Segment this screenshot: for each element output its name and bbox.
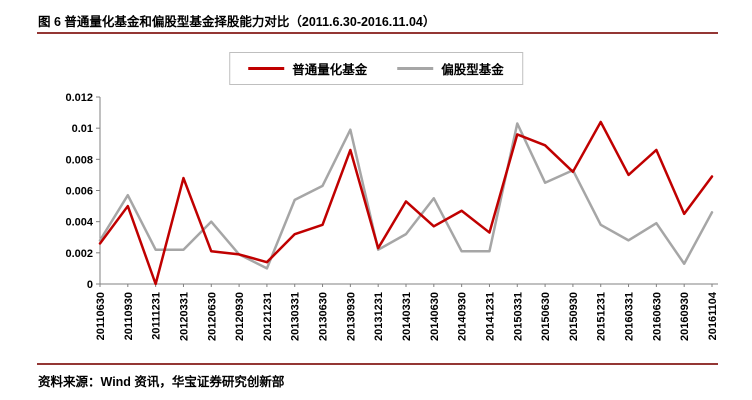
legend-label-quant-fund: 普通量化基金 [292, 63, 368, 77]
x-tick-label: 20120331 [178, 292, 190, 341]
x-tick-label: 20150331 [512, 292, 524, 341]
legend-item-quant-fund: 普通量化基金 [248, 59, 367, 78]
x-tick-label: 20160630 [651, 292, 663, 341]
y-tick-label: 0.004 [65, 217, 93, 229]
legend-line-gray-icon [397, 67, 434, 70]
x-tick-label: 20121231 [262, 292, 274, 341]
bottom-divider [37, 363, 718, 365]
y-tick-label: 0 [87, 279, 93, 291]
x-tick-label: 20130630 [318, 292, 330, 341]
x-tick-label: 20160331 [624, 292, 636, 341]
x-tick-label: 20160930 [679, 292, 691, 341]
series-line-0 [98, 120, 714, 286]
source-note: 资料来源：Wind 资讯，华宝证券研究创新部 [38, 375, 285, 389]
y-tick-label: 0.002 [65, 248, 93, 260]
x-tick-label: 20140630 [429, 292, 441, 341]
y-tick-label: 0.008 [65, 154, 93, 166]
x-tick-label: 20161104 [707, 291, 719, 340]
x-tick-label: 20111231 [151, 292, 163, 340]
x-tick-label: 20110930 [123, 292, 135, 340]
x-tick-label: 20141231 [484, 292, 496, 341]
legend: 普通量化基金 偏股型基金 [229, 52, 523, 85]
legend-label-equity-fund: 偏股型基金 [441, 63, 504, 77]
x-tick-label: 20150630 [540, 292, 552, 341]
legend-item-equity-fund: 偏股型基金 [397, 59, 504, 78]
x-tick-label: 20120930 [234, 292, 246, 341]
x-tick-label: 20150930 [568, 292, 580, 341]
x-tick-label: 20110630 [95, 292, 107, 340]
x-tick-label: 20131231 [373, 292, 385, 341]
y-tick-label: 0.012 [65, 92, 93, 104]
x-tick-label: 20120630 [206, 292, 218, 341]
x-tick-label: 20151231 [596, 292, 608, 341]
x-tick-label: 20130930 [345, 292, 357, 341]
series-line-1 [98, 122, 714, 270]
chart-title: 图 6 普通量化基金和偏股型基金择股能力对比（2011.6.30-2016.11… [38, 15, 436, 29]
y-tick-label: 0.01 [72, 123, 93, 135]
y-tick-label: 0.006 [65, 186, 93, 198]
top-divider [37, 32, 718, 34]
chart-svg: 0 0.002 0.004 0.006 0.008 0.01 0.012 20110630 20… [65, 92, 719, 341]
legend-line-red-icon [248, 67, 285, 70]
x-tick-label: 20130331 [290, 292, 302, 341]
x-tick-label: 20140930 [457, 292, 469, 341]
x-tick-label: 20140331 [401, 292, 413, 341]
